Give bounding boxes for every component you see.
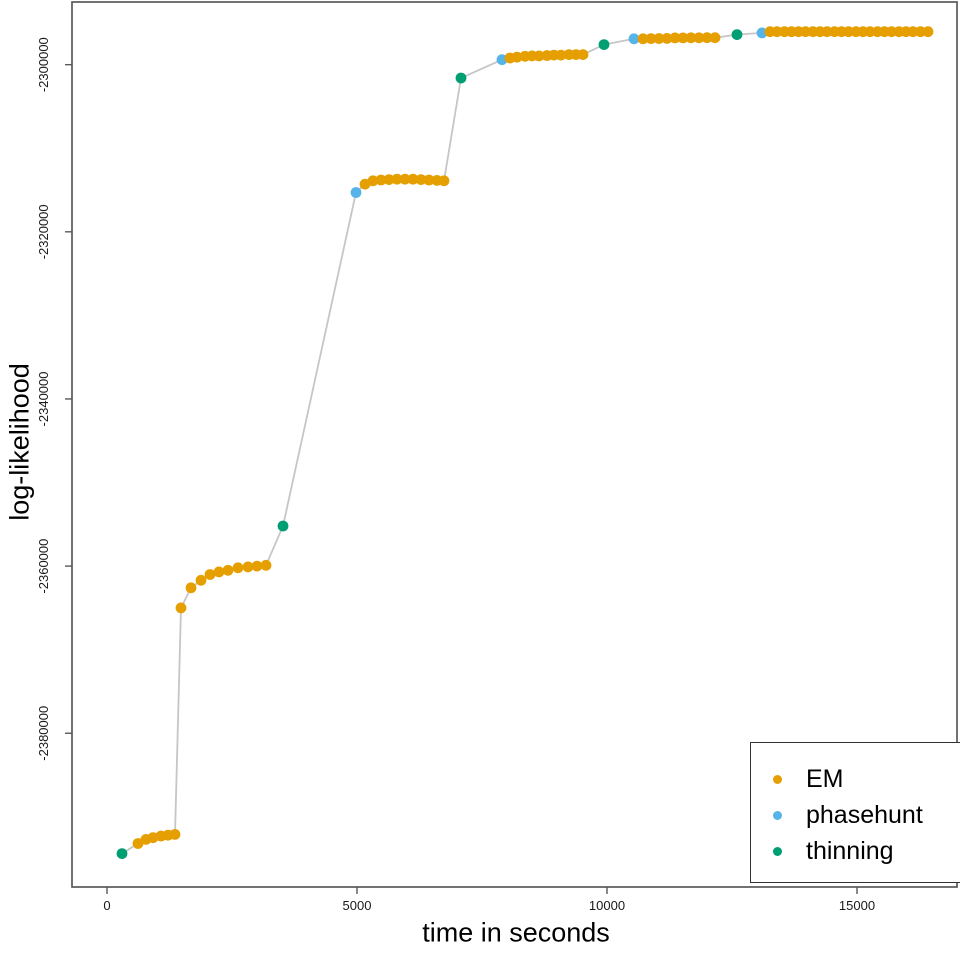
data-point-EM bbox=[661, 33, 673, 44]
data-point-EM bbox=[821, 26, 833, 38]
data-point-thinning bbox=[731, 29, 743, 40]
data-point-EM bbox=[251, 560, 263, 572]
data-point-EM bbox=[383, 174, 395, 186]
x-axis-title: time in seconds bbox=[422, 917, 610, 948]
data-point-EM bbox=[407, 173, 419, 185]
data-point-EM bbox=[232, 562, 244, 574]
data-point-thinning bbox=[116, 848, 128, 859]
data-point-phasehunt bbox=[628, 33, 640, 45]
data-point-EM bbox=[677, 32, 689, 44]
data-point-EM bbox=[886, 26, 897, 38]
legend-item-em: EM bbox=[751, 761, 960, 797]
data-point-EM bbox=[843, 26, 854, 38]
data-point-EM bbox=[195, 574, 207, 586]
x-tick-label: 0 bbox=[103, 898, 110, 913]
x-tick-label: 15000 bbox=[839, 898, 875, 913]
y-tick-label: -2340000 bbox=[36, 371, 51, 426]
data-point-EM bbox=[260, 559, 272, 571]
data-point-EM bbox=[555, 49, 567, 61]
x-tick-label: 5000 bbox=[343, 898, 372, 913]
data-point-EM bbox=[415, 174, 427, 186]
data-point-EM bbox=[399, 173, 411, 185]
em-series-dot-icon bbox=[773, 774, 782, 784]
data-point-EM bbox=[204, 569, 216, 580]
data-point-EM bbox=[132, 838, 144, 849]
data-point-EM bbox=[391, 173, 403, 185]
data-point-EM bbox=[653, 33, 665, 44]
data-point-EM bbox=[864, 26, 876, 38]
data-point-EM bbox=[213, 566, 225, 578]
series-connector-line bbox=[121, 30, 928, 855]
data-point-EM bbox=[907, 26, 919, 38]
data-point-phasehunt bbox=[350, 187, 362, 198]
phasehunt-series-dot-icon bbox=[773, 810, 782, 820]
y-tick-label: -2360000 bbox=[36, 539, 51, 594]
legend-label-thinning: thinning bbox=[806, 836, 894, 865]
data-point-EM bbox=[669, 32, 681, 44]
data-point-EM bbox=[169, 829, 181, 840]
data-point-EM bbox=[185, 582, 197, 594]
plot-border bbox=[71, 1, 958, 888]
data-point-EM bbox=[645, 33, 657, 44]
data-point-EM bbox=[423, 174, 435, 186]
thinning-series-dot-icon bbox=[773, 846, 782, 856]
y-tick-label: -2300000 bbox=[36, 37, 51, 92]
data-point-EM bbox=[701, 32, 713, 44]
data-point-EM bbox=[693, 32, 705, 44]
data-point-EM bbox=[375, 174, 387, 186]
data-point-EM bbox=[685, 32, 697, 44]
legend-label-phasehunt: phasehunt bbox=[806, 800, 923, 829]
y-tick-label: -2320000 bbox=[36, 204, 51, 259]
data-point-EM bbox=[922, 26, 934, 38]
data-point-EM bbox=[577, 49, 589, 60]
data-point-EM bbox=[800, 26, 811, 38]
legend-label-em: EM bbox=[806, 764, 844, 793]
data-point-EM bbox=[222, 564, 234, 576]
legend-item-thinning: thinning bbox=[751, 833, 960, 869]
data-point-EM bbox=[915, 26, 926, 38]
y-tick-label: -2380000 bbox=[36, 706, 51, 761]
data-point-EM bbox=[438, 175, 450, 187]
x-tick-label: 10000 bbox=[589, 898, 625, 913]
data-point-EM bbox=[511, 51, 523, 63]
y-axis-title: log-likelihood bbox=[4, 363, 35, 521]
data-point-thinning bbox=[277, 520, 289, 532]
data-point-phasehunt bbox=[756, 27, 768, 39]
legend: EM phasehunt thinning bbox=[750, 742, 960, 883]
data-point-EM bbox=[709, 32, 721, 44]
data-point-EM bbox=[367, 175, 379, 187]
data-point-EM bbox=[771, 26, 783, 38]
data-point-EM bbox=[533, 50, 545, 62]
data-point-EM bbox=[175, 602, 187, 614]
data-point-EM bbox=[242, 561, 254, 573]
data-point-thinning bbox=[598, 39, 610, 50]
data-point-EM bbox=[637, 33, 649, 45]
legend-item-phasehunt: phasehunt bbox=[751, 797, 960, 833]
data-point-thinning bbox=[455, 72, 467, 84]
